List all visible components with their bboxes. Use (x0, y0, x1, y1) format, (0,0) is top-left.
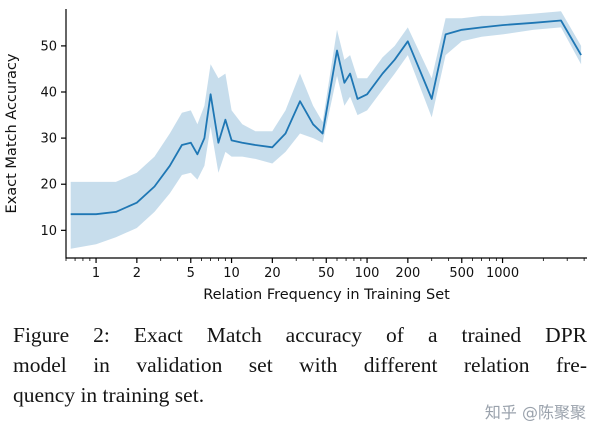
confidence-band (70, 11, 582, 249)
y-axis-label: Exact Match Accuracy (4, 53, 20, 213)
figure-caption: Figure 2: Exact Match accuracy of a trai… (0, 308, 600, 410)
x-tick-label: 5 (187, 266, 195, 281)
x-tick-label: 500 (449, 266, 474, 281)
x-tick-label: 50 (318, 266, 335, 281)
caption-line-1: Figure 2: Exact Match accuracy of a trai… (13, 323, 587, 347)
caption-line-2: model in validation set with different r… (13, 353, 587, 378)
x-tick-label: 2 (133, 266, 141, 281)
y-tick-label: 20 (40, 178, 57, 193)
x-tick-label: 20 (264, 266, 281, 281)
chart: 10 20 30 40 50 1 2 5 10 20 50 100 200 500 1000 Relation… (4, 9, 587, 303)
zhihu-watermark: 知乎 @陈聚聚 (484, 403, 586, 422)
x-tick-label: 200 (395, 266, 420, 281)
y-tick-label: 40 (40, 86, 57, 101)
line-chart-svg: 10 20 30 40 50 1 2 5 10 20 50 100 200 500 1000 Relation… (4, 9, 587, 303)
em-accuracy-line (70, 19, 582, 216)
x-tick-label: 10 (223, 266, 240, 281)
y-tick-label: 50 (40, 39, 57, 54)
x-axis-label: Relation Frequency in Training Set (203, 287, 450, 303)
x-tick-label: 1 (92, 266, 100, 281)
x-tick-label: 1000 (486, 266, 519, 281)
y-tick-label: 30 (40, 132, 57, 147)
x-tick-label: 100 (355, 266, 380, 281)
y-tick-label: 10 (40, 224, 57, 239)
caption-line-3: quency in training set. (13, 383, 205, 408)
